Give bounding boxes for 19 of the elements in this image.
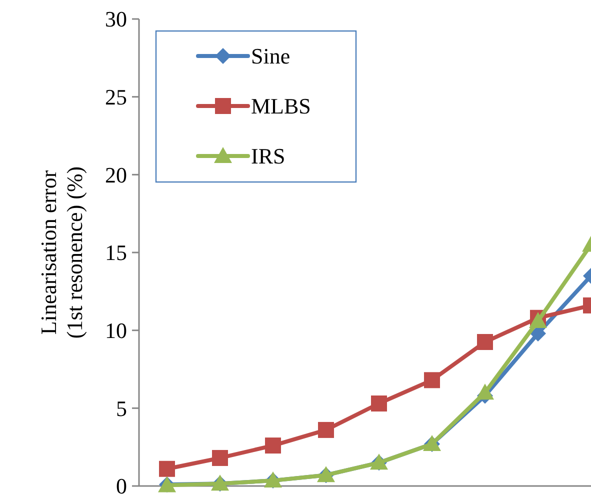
y-tick-label: 30 [105,6,127,32]
point [318,422,334,438]
y-tick-label: 10 [105,318,127,344]
y-tick-label: 25 [105,84,127,110]
point [159,460,175,477]
point [371,395,387,412]
legend-label: IRS [251,144,286,169]
legend-label: Sine [251,44,290,69]
point [212,450,228,466]
legend-label: MLBS [251,94,311,119]
point [476,384,494,400]
point [424,372,440,388]
y-tick-label: 5 [116,396,127,421]
y-tick-label: 20 [105,162,127,188]
point [477,334,493,350]
y-tick-label: 0 [116,474,127,499]
point [265,438,281,454]
y-tick-label: 15 [105,240,127,266]
y-axis-title: Linearisation error (1st resonence) (%) [36,166,88,339]
